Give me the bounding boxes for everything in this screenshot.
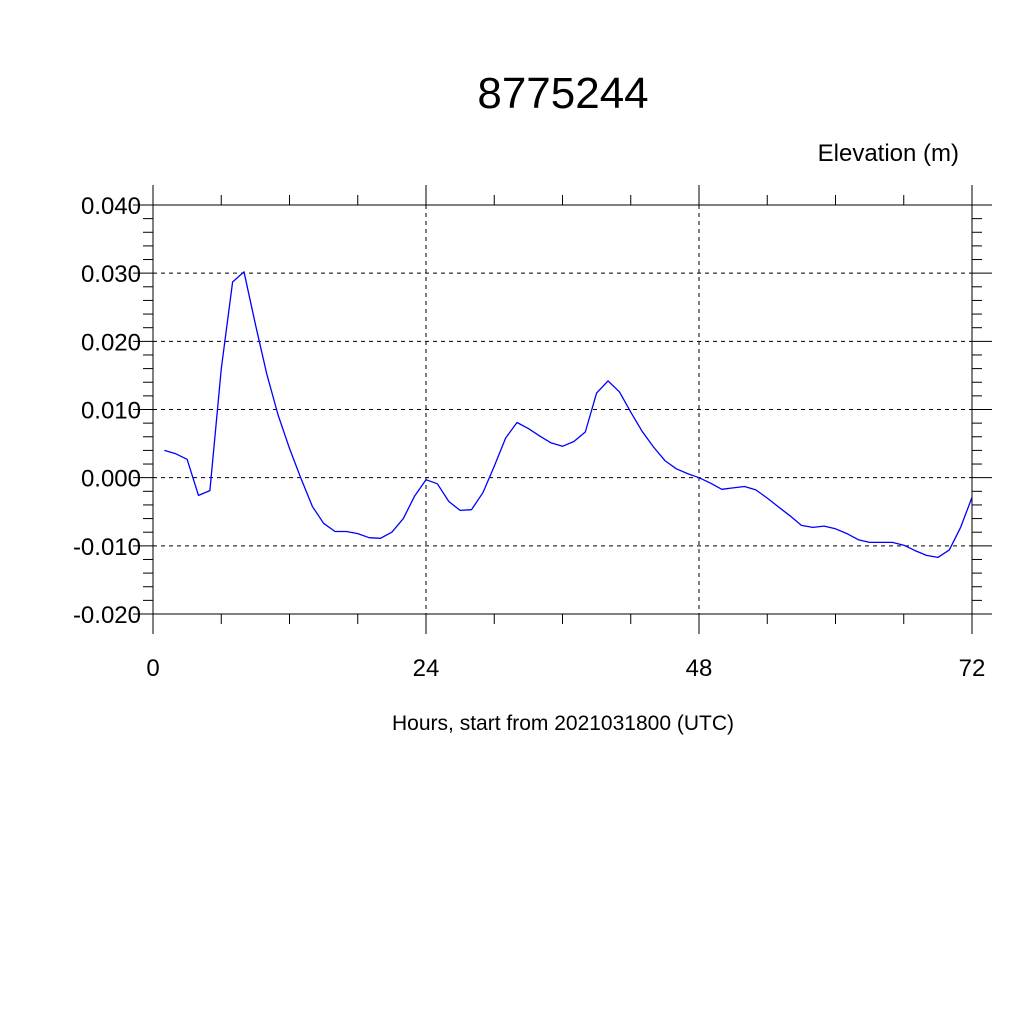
y-tick-label: 0.020 xyxy=(81,329,141,356)
x-tick-label: 24 xyxy=(413,655,440,682)
axis-ticks xyxy=(133,185,992,634)
y-tick-label: 0.010 xyxy=(81,398,141,425)
series-layer xyxy=(164,271,973,559)
chart-title: 8775244 xyxy=(477,69,648,118)
y-tick-label: -0.010 xyxy=(73,534,141,561)
x-tick-label: 0 xyxy=(146,655,159,682)
x-axis-label: Hours, start from 2021031800 (UTC) xyxy=(392,712,734,735)
y-tick-label: -0.020 xyxy=(73,602,141,629)
x-tick-label: 72 xyxy=(959,655,986,682)
x-tick-label: 48 xyxy=(686,655,713,682)
plot-frame xyxy=(152,204,973,615)
grid-lines xyxy=(152,204,973,615)
y-axis-label: Elevation (m) xyxy=(818,140,959,167)
elevation-series-line xyxy=(164,271,973,559)
tick-labels: -0.020 -0.010 0.000 0.010 0.020 0.030 0.040 0 24… xyxy=(73,193,985,682)
y-tick-label: 0.000 xyxy=(81,466,141,493)
y-tick-label: 0.040 xyxy=(81,193,141,220)
y-tick-label: 0.030 xyxy=(81,261,141,288)
